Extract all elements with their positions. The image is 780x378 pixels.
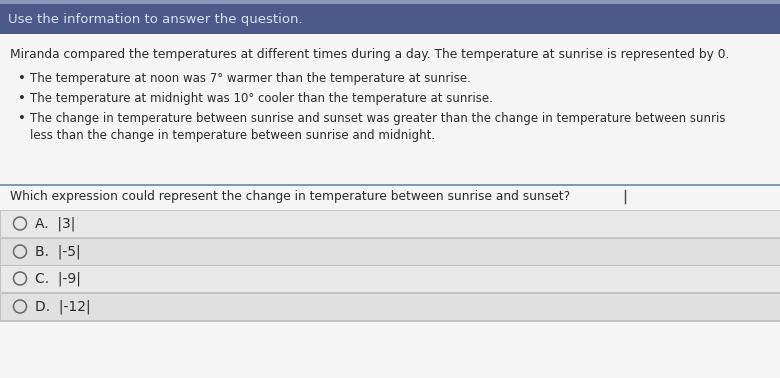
Text: The temperature at noon was 7° warmer than the temperature at sunrise.: The temperature at noon was 7° warmer th… xyxy=(30,72,471,85)
Text: less than the change in temperature between sunrise and midnight.: less than the change in temperature betw… xyxy=(30,129,435,142)
FancyBboxPatch shape xyxy=(0,265,780,292)
Text: •: • xyxy=(18,72,26,85)
Text: Miranda compared the temperatures at different times during a day. The temperatu: Miranda compared the temperatures at dif… xyxy=(10,48,729,61)
Text: The temperature at midnight was 10° cooler than the temperature at sunrise.: The temperature at midnight was 10° cool… xyxy=(30,92,493,105)
Text: Which expression could represent the change in temperature between sunrise and s: Which expression could represent the cha… xyxy=(10,190,570,203)
Text: •: • xyxy=(18,112,26,125)
Text: A.  |3|: A. |3| xyxy=(35,216,76,231)
Text: •: • xyxy=(18,92,26,105)
FancyBboxPatch shape xyxy=(0,210,780,237)
FancyBboxPatch shape xyxy=(0,4,780,34)
Text: Use the information to answer the question.: Use the information to answer the questi… xyxy=(8,12,303,25)
FancyBboxPatch shape xyxy=(0,34,780,189)
FancyBboxPatch shape xyxy=(0,0,780,4)
Text: B.  |-5|: B. |-5| xyxy=(35,244,80,259)
FancyBboxPatch shape xyxy=(0,238,780,265)
Text: D.  |-12|: D. |-12| xyxy=(35,299,90,314)
FancyBboxPatch shape xyxy=(0,293,780,320)
Text: The change in temperature between sunrise and sunset was greater than the change: The change in temperature between sunris… xyxy=(30,112,725,125)
Text: C.  |-9|: C. |-9| xyxy=(35,271,81,286)
FancyBboxPatch shape xyxy=(0,185,780,378)
